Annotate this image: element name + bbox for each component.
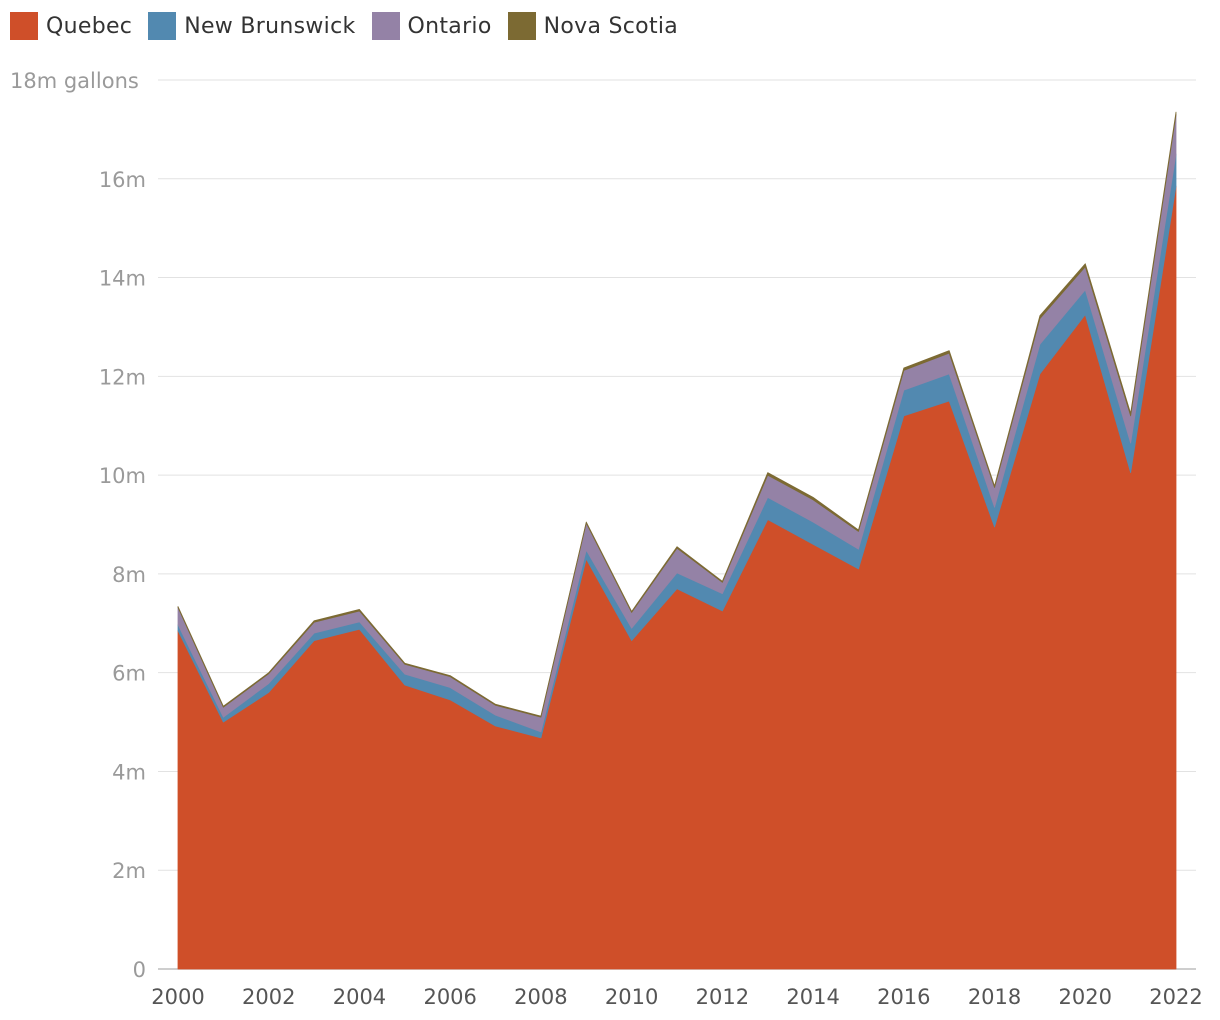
y-tick-label-10: 10m [99,464,146,488]
legend-item-quebec[interactable]: Quebec [10,12,132,40]
legend-label-quebec: Quebec [46,13,133,39]
x-tick-label-2010: 2010 [605,985,658,1009]
legend-swatch-quebec [10,12,38,40]
x-tick-label-2018: 2018 [968,985,1021,1009]
legend-item-new-brunswick[interactable]: New Brunswick [148,12,355,40]
legend-label-ontario: Ontario [407,13,492,39]
x-tick-label-2016: 2016 [877,985,930,1009]
y-tick-label-4: 4m [112,760,146,784]
x-tick-label-2022: 2022 [1149,985,1202,1009]
y-tick-label-16: 16m [99,168,146,192]
legend-item-nova-scotia[interactable]: Nova Scotia [507,12,679,40]
y-tick-label-6: 6m [112,662,146,686]
legend-item-ontario[interactable]: Ontario [371,12,492,40]
x-tick-label-2002: 2002 [242,985,295,1009]
area-nova-scotia[interactable] [177,111,1177,718]
legend-label-new-brunswick: New Brunswick [184,13,356,39]
x-tick-label-2014: 2014 [786,985,839,1009]
y-axis-tick-labels: 0 2m 4m 6m 8m 10m 12m 14m 16m 18m gallons [10,69,146,982]
chart-legend: Quebec New Brunswick Ontario Nova Scotia [10,12,694,40]
legend-label-nova-scotia: Nova Scotia [543,13,679,39]
y-tick-label-2: 2m [112,859,146,883]
x-axis-tick-labels: 2000 2002 2004 2006 2008 2010 2012 2014 2016 2018… [151,985,1202,1009]
legend-swatch-new-brunswick [148,12,177,40]
x-tick-label-2000: 2000 [151,985,204,1009]
y-tick-label-12: 12m [99,365,146,389]
x-tick-label-2020: 2020 [1059,985,1112,1009]
x-tick-label-2012: 2012 [696,985,749,1009]
legend-swatch-ontario [371,12,400,40]
legend-swatch-nova-scotia [507,12,536,40]
y-tick-label-0: 0 [133,958,146,982]
y-tick-label-8: 8m [112,563,146,587]
y-tick-label-18: 18m gallons [10,69,139,93]
y-tick-label-14: 14m [99,267,146,291]
x-tick-label-2004: 2004 [333,985,386,1009]
x-tick-label-2008: 2008 [514,985,567,1009]
area-series-group [177,111,1177,970]
x-tick-label-2006: 2006 [423,985,476,1009]
